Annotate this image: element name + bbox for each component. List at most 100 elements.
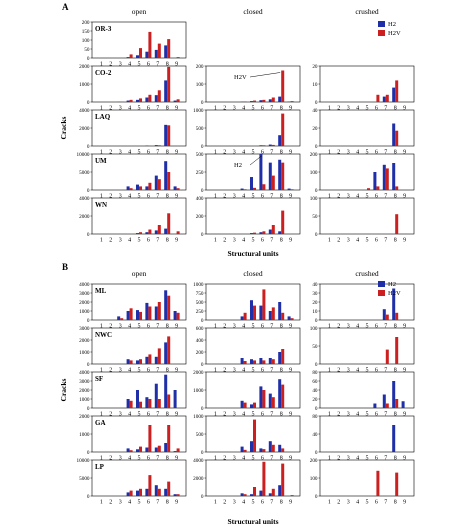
x-tick-label: 6 [375,368,378,374]
bar-h2 [117,316,121,320]
x-tick-label: 5 [366,500,369,506]
x-tick-label: 5 [138,106,141,112]
x-tick-label: 4 [128,150,131,156]
bar-h2 [249,233,253,234]
bar-h2v [129,360,133,364]
x-tick-label: 4 [128,62,131,68]
x-tick-label: 3 [347,106,350,112]
x-tick-label: 6 [147,150,150,156]
x-tick-label: 3 [347,368,350,374]
y-tick-label: 5000 [79,476,90,482]
x-tick-label: 5 [252,456,255,462]
bar-h2 [154,145,158,146]
x-tick-label: 4 [356,500,359,506]
bar-h2v [262,99,266,102]
x-tick-label: 5 [138,324,141,330]
y-tick-label: 0 [201,100,204,106]
bar-h2v [395,399,399,408]
y-tick-label: 20 [312,397,318,403]
bar-h2v [385,168,389,190]
x-tick-label: 5 [252,368,255,374]
x-tick-label: 2 [223,500,226,506]
x-tick-label: 6 [261,368,264,374]
annotation-h2v: H2V [234,72,281,81]
bar-h2v [167,172,171,190]
bar-h2v [395,186,399,190]
y-tick-label: 200 [196,64,204,70]
bar-h2v [262,184,266,190]
y-tick-label: 2000 [79,300,90,306]
bar-h2 [278,96,282,102]
x-tick-label: 8 [280,106,283,112]
x-tick-label: 4 [242,500,245,506]
x-tick-label: 2 [109,238,112,244]
x-tick-label: 9 [289,106,292,112]
x-tick-label: 1 [328,412,331,418]
x-tick-label: 8 [166,62,169,68]
x-tick-label: 2 [223,238,226,244]
x-tick-label: 4 [128,106,131,112]
y-tick-label: 0 [201,362,204,368]
bar-h2 [135,99,139,102]
x-tick-label: 8 [166,500,169,506]
plot-frame [319,109,415,147]
x-tick-label: 8 [394,150,397,156]
bar-h2v [176,231,180,234]
bar-h2v [157,445,161,452]
y-tick-label: 10000 [77,458,90,464]
x-tick-label: 6 [375,194,378,200]
y-tick-label: 40 [312,432,318,438]
bar-h2v [167,336,171,364]
y-tick-label: 2000 [193,370,204,376]
bar-h2 [135,390,139,408]
bar-h2 [145,488,149,496]
bar-h2v [281,162,285,190]
bar-h2v [395,130,399,146]
bar-h2 [259,490,263,496]
bar-h2 [154,447,158,452]
bar-h2v [290,318,294,320]
x-tick-label: 6 [375,106,378,112]
x-tick-label: 1 [328,324,331,330]
x-tick-label: 9 [175,412,178,418]
bar-h2 [401,401,405,408]
x-tick-label: 5 [252,324,255,330]
column-header-crushed: crushed [355,7,379,16]
bar-h2 [145,186,149,190]
bar-h2 [287,188,291,190]
x-tick-label: 8 [280,194,283,200]
x-tick-label: 9 [175,106,178,112]
x-tick-label: 8 [166,324,169,330]
x-tick-label: 3 [119,456,122,462]
subplot-ml-crushed: 0 10 20 30 40 1 2 3 4 5 6 7 8 9 [312,282,415,330]
x-tick-label: 4 [356,194,359,200]
x-tick-label: 7 [384,238,387,244]
bar-h2v [395,337,399,364]
x-tick-label: 3 [233,238,236,244]
x-tick-label: 7 [270,194,273,200]
x-tick-label: 9 [403,324,406,330]
x-tick-label: 1 [328,500,331,506]
y-tick-label: 1000 [79,432,90,438]
x-tick-label: 3 [119,150,122,156]
bar-h2 [278,379,282,408]
x-tick-label: 8 [394,324,397,330]
plot-frame [319,197,415,235]
x-tick-label: 9 [289,412,292,418]
y-tick-label: 10000 [77,152,90,158]
x-tick-label: 7 [384,324,387,330]
x-tick-label: 1 [100,324,103,330]
bar-h2 [373,403,377,408]
bar-h2v [271,359,275,364]
x-tick-label: 1 [328,150,331,156]
subplot-or-3-open: 0 50 100 150 200 1 2 3 4 5 6 7 8 9 OR-3 [82,20,187,68]
x-tick-label: 3 [347,238,350,244]
bar-h2 [373,172,377,190]
x-tick-label: 5 [252,412,255,418]
x-tick-label: 2 [337,500,340,506]
x-tick-label: 2 [337,324,340,330]
x-tick-label: 3 [119,62,122,68]
